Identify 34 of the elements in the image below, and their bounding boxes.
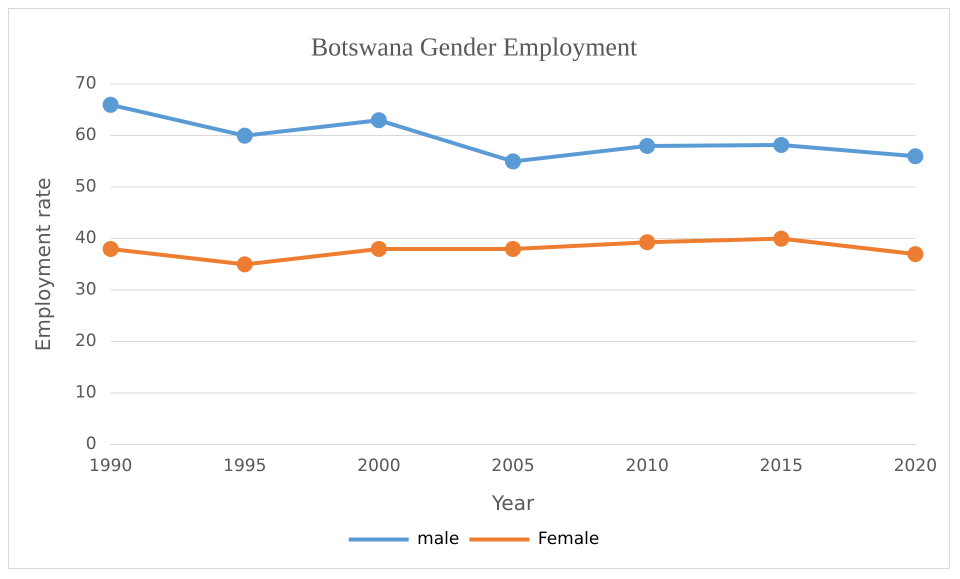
y-tick-label: 40 <box>74 228 97 248</box>
x-tick-label: 2020 <box>894 456 937 476</box>
point <box>639 138 656 154</box>
point <box>236 256 253 272</box>
point <box>907 246 924 262</box>
y-tick-label: 70 <box>74 74 97 94</box>
x-tick-label: 1990 <box>89 456 132 476</box>
point <box>236 128 253 144</box>
x-axis-title: Year <box>490 491 535 516</box>
y-tick-label: 30 <box>74 280 97 300</box>
point <box>505 240 521 257</box>
x-tick-label: 2015 <box>760 456 803 476</box>
point <box>773 136 790 153</box>
point <box>505 153 521 170</box>
point <box>773 230 790 247</box>
y-tick-label: 10 <box>74 382 97 403</box>
point <box>370 240 387 257</box>
y-tick-label: 50 <box>74 176 97 197</box>
legend-label: Female <box>538 528 600 549</box>
point <box>102 96 119 113</box>
point <box>370 112 387 128</box>
point <box>102 240 119 257</box>
x-tick-label: 2000 <box>357 456 401 476</box>
point <box>639 234 656 250</box>
x-tick-label: 1995 <box>223 456 266 476</box>
y-axis-title: Employment rate <box>31 178 56 352</box>
legend-label: male <box>417 528 460 549</box>
y-tick-label: 20 <box>74 331 97 352</box>
x-tick-label: 2010 <box>625 456 669 476</box>
y-tick-label: 60 <box>74 125 97 146</box>
chart-title: Botswana Gender Employment <box>310 32 638 62</box>
point <box>907 148 924 164</box>
y-tick-label: 0 <box>86 434 97 454</box>
x-tick-label: 2005 <box>491 456 535 476</box>
